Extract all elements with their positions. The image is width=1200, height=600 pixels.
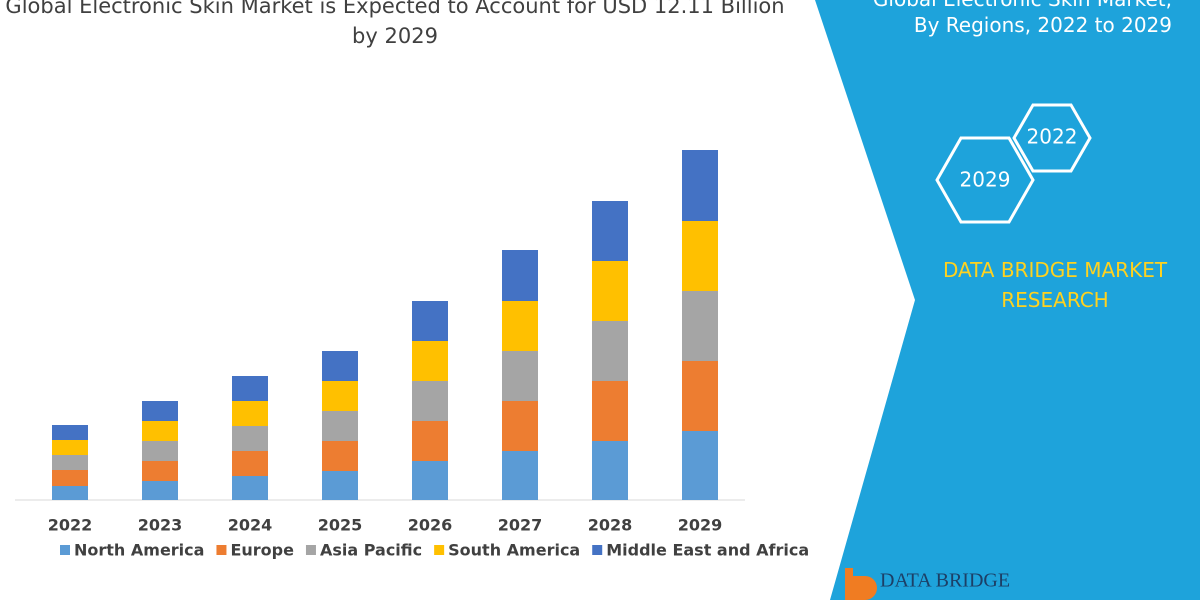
- bar-segment: [142, 461, 178, 481]
- x-tick-label: 2027: [498, 516, 543, 535]
- x-tick-label: 2025: [318, 516, 363, 535]
- side-panel: [815, 0, 1200, 600]
- logo-icon: [845, 568, 877, 600]
- legend-swatch: [592, 545, 603, 555]
- legend-swatch: [216, 545, 227, 555]
- logo-text: DATA BRIDGE: [880, 570, 1010, 592]
- panel-title: Global Electronic Skin Market, By Region…: [873, 0, 1172, 37]
- brand-text: DATA BRIDGE MARKET RESEARCH: [942, 258, 1168, 312]
- bar-segment: [412, 421, 448, 461]
- bar-segment: [52, 470, 88, 486]
- badge-text: 2029: [960, 168, 1011, 192]
- bar-segment: [322, 411, 358, 441]
- bar-segment: [322, 441, 358, 471]
- bar-segment: [592, 381, 628, 441]
- legend-label: South America: [448, 541, 580, 560]
- bar-segment: [322, 381, 358, 411]
- x-tick-label: 2026: [408, 516, 453, 535]
- bar-segment: [682, 361, 718, 431]
- bar-segment: [52, 486, 88, 500]
- bar-segment: [142, 421, 178, 441]
- bar-segment: [232, 401, 268, 426]
- bar-segment: [682, 291, 718, 361]
- bar-segment: [142, 401, 178, 421]
- legend-label: Asia Pacific: [320, 541, 422, 560]
- bar-segment: [412, 301, 448, 341]
- bar-segment: [682, 221, 718, 291]
- bar-segment: [142, 441, 178, 461]
- x-tick-label: 2023: [138, 516, 183, 535]
- bar-segment: [232, 451, 268, 476]
- legend-label: Middle East and Africa: [606, 541, 809, 560]
- bar-segment: [412, 381, 448, 421]
- bar-segment: [502, 250, 538, 301]
- bar-segment: [592, 201, 628, 261]
- badge-text: 2022: [1027, 125, 1078, 149]
- legend-label: North America: [74, 541, 204, 560]
- bar-segment: [52, 455, 88, 470]
- bar-segment: [682, 150, 718, 221]
- bar-segment: [412, 461, 448, 500]
- bar-segment: [502, 301, 538, 351]
- x-tick-label: 2028: [588, 516, 633, 535]
- bar-segment: [592, 321, 628, 381]
- x-tick-label: 2022: [48, 516, 93, 535]
- bar-segment: [232, 376, 268, 401]
- bar-segment: [502, 351, 538, 401]
- x-tick-label: 2029: [678, 516, 723, 535]
- bar-segment: [52, 425, 88, 440]
- legend-swatch: [305, 545, 316, 555]
- x-tick-label: 2024: [228, 516, 273, 535]
- bar-segment: [52, 440, 88, 455]
- bar-segment: [502, 401, 538, 451]
- bar-segment: [232, 476, 268, 500]
- bar-segment: [592, 441, 628, 500]
- bar-segment: [322, 351, 358, 381]
- bar-segment: [142, 481, 178, 500]
- badge-hex: [1012, 103, 1092, 173]
- bar-segment: [682, 431, 718, 500]
- bar-segment: [412, 341, 448, 381]
- bar-segment: [322, 471, 358, 500]
- legend-label: Europe: [230, 541, 294, 560]
- bar-segment: [232, 426, 268, 451]
- badge-hex: [935, 136, 1035, 224]
- bar-segment: [592, 261, 628, 321]
- legend-swatch: [434, 545, 445, 555]
- chart-title: Global Electronic Skin Market is Expecte…: [5, 0, 785, 48]
- bar-segment: [502, 451, 538, 500]
- legend-swatch: [60, 545, 70, 555]
